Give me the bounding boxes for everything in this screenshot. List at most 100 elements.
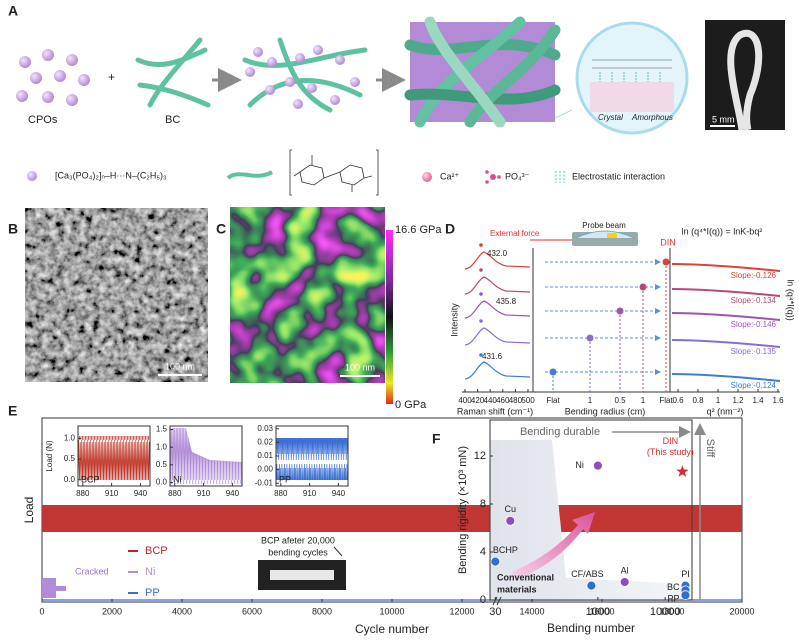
raman-spectrum — [464, 361, 531, 380]
peak-label: 431.6 — [482, 352, 503, 361]
interface-diagram — [554, 109, 573, 119]
legend-icon — [422, 172, 432, 182]
raman-spectrum — [464, 300, 531, 319]
photo — [727, 29, 763, 131]
point — [490, 556, 501, 567]
probe-diagram — [530, 230, 638, 246]
interface-diagram — [592, 59, 672, 69]
caption: bending cycles — [268, 547, 328, 557]
x-axis-label: Cycle number — [355, 622, 429, 636]
x-tick-label: 1.6 — [772, 396, 784, 405]
legend-icon — [555, 171, 565, 183]
legend-icon — [226, 170, 274, 180]
x-tick-label: 0.5 — [614, 396, 626, 405]
label: Cracked — [75, 566, 109, 576]
point — [592, 460, 603, 471]
point — [505, 515, 516, 526]
mixture — [313, 45, 323, 55]
x-tick-label: 440 — [484, 396, 498, 405]
mixture — [242, 47, 368, 68]
x-tick-label: 880 — [274, 489, 288, 498]
photo — [270, 570, 334, 580]
glucose-structure — [293, 155, 373, 192]
saxs-curve — [671, 263, 781, 272]
legend-icon — [490, 174, 496, 180]
x-tick-label: 16000 — [589, 606, 614, 616]
legend-label: Ni — [145, 566, 155, 578]
render-3d — [404, 16, 561, 128]
x-tick-label: 1 — [641, 396, 646, 405]
y-tick-label: 1.5 — [156, 425, 168, 434]
slope-label: Slope:-0.146 — [731, 320, 777, 329]
bc-fibers — [135, 47, 208, 68]
legend-icon — [485, 180, 489, 184]
state-marker — [549, 368, 557, 376]
probe-diagram — [575, 230, 635, 239]
render-3d — [424, 16, 506, 128]
interface-diagram — [590, 82, 674, 112]
annotation: (This study) — [647, 447, 694, 457]
y-tick-label: 4 — [480, 546, 486, 558]
y-tick-label: 0.03 — [257, 424, 273, 433]
y-tick-label: 0.01 — [257, 451, 273, 460]
y-axis-label: Load (N) — [45, 440, 54, 471]
y-tick-label: 1.0 — [156, 442, 168, 451]
point — [676, 465, 689, 477]
inset-trace — [276, 438, 348, 480]
x-tick-label: 2000 — [102, 606, 122, 616]
x-tick-label: 880 — [76, 489, 90, 498]
scale-bar-label: 100 nm — [345, 362, 375, 372]
x-tick-label: 1.2 — [732, 396, 744, 405]
cpos-spheres — [78, 74, 90, 86]
saxs-curve — [671, 312, 781, 321]
cpos-spheres — [16, 49, 90, 106]
x-tick-label: 1.4 — [752, 396, 764, 405]
axis-break — [492, 596, 502, 606]
saxs-curve — [671, 339, 781, 348]
legend-icon — [485, 170, 501, 184]
point-label: Ni — [575, 460, 584, 470]
x-tick-label: 20000 — [729, 606, 754, 616]
interface-diagram — [599, 72, 661, 82]
x-axis-label: Bending radius (cm) — [565, 406, 646, 416]
y-axis-label: Bending rigidity (×10³ mN) — [457, 446, 469, 574]
x-tick-label: 1000 — [586, 606, 610, 618]
legend-icon — [27, 171, 37, 181]
annotation: Conventional — [497, 572, 554, 582]
y-tick-label: -0.01 — [255, 478, 274, 487]
legend-label: Ca²⁺ — [440, 171, 460, 181]
peak-label: 432.0 — [487, 249, 508, 258]
x-axis-label: q² (nm⁻²) — [707, 406, 744, 416]
x-tick-label: 12000 — [449, 606, 474, 616]
x-tick-label: 0.8 — [692, 396, 704, 405]
interface-diagram — [554, 21, 689, 135]
bcp-band — [42, 505, 742, 532]
point — [619, 577, 630, 587]
x-tick-label: 10000 — [650, 606, 681, 618]
label: Probe beam — [582, 221, 626, 230]
x-tick-label: 8000 — [312, 606, 332, 616]
mixture — [265, 85, 275, 95]
label: DIN — [660, 237, 676, 247]
render-3d — [464, 24, 561, 128]
y-tick-label: 0.0 — [156, 478, 168, 487]
point — [680, 590, 691, 601]
colorbar-label: 0 GPa — [395, 399, 427, 411]
inset-label: BCP — [81, 474, 100, 484]
y-tick-label: 0.5 — [64, 454, 76, 463]
label: External force — [490, 229, 540, 238]
state-marker — [639, 283, 647, 291]
modulus-map — [230, 207, 385, 383]
cracked-icon — [42, 578, 66, 598]
panel-label: E — [8, 403, 17, 419]
point-label: Al — [621, 565, 629, 575]
inset-trace — [78, 436, 150, 480]
raman-spectrum — [464, 327, 531, 346]
y-tick-label: 0.00 — [257, 465, 273, 474]
x-tick-label: 30 — [489, 606, 501, 618]
legend-label: [Ca₃(PO₄)₂]ₙ–H···N–(C₂H₅)₃ — [55, 170, 167, 180]
slope-label: Slope:-0.135 — [731, 347, 777, 356]
panel-label: D — [445, 221, 455, 237]
y-tick-label: 0.5 — [156, 460, 168, 469]
